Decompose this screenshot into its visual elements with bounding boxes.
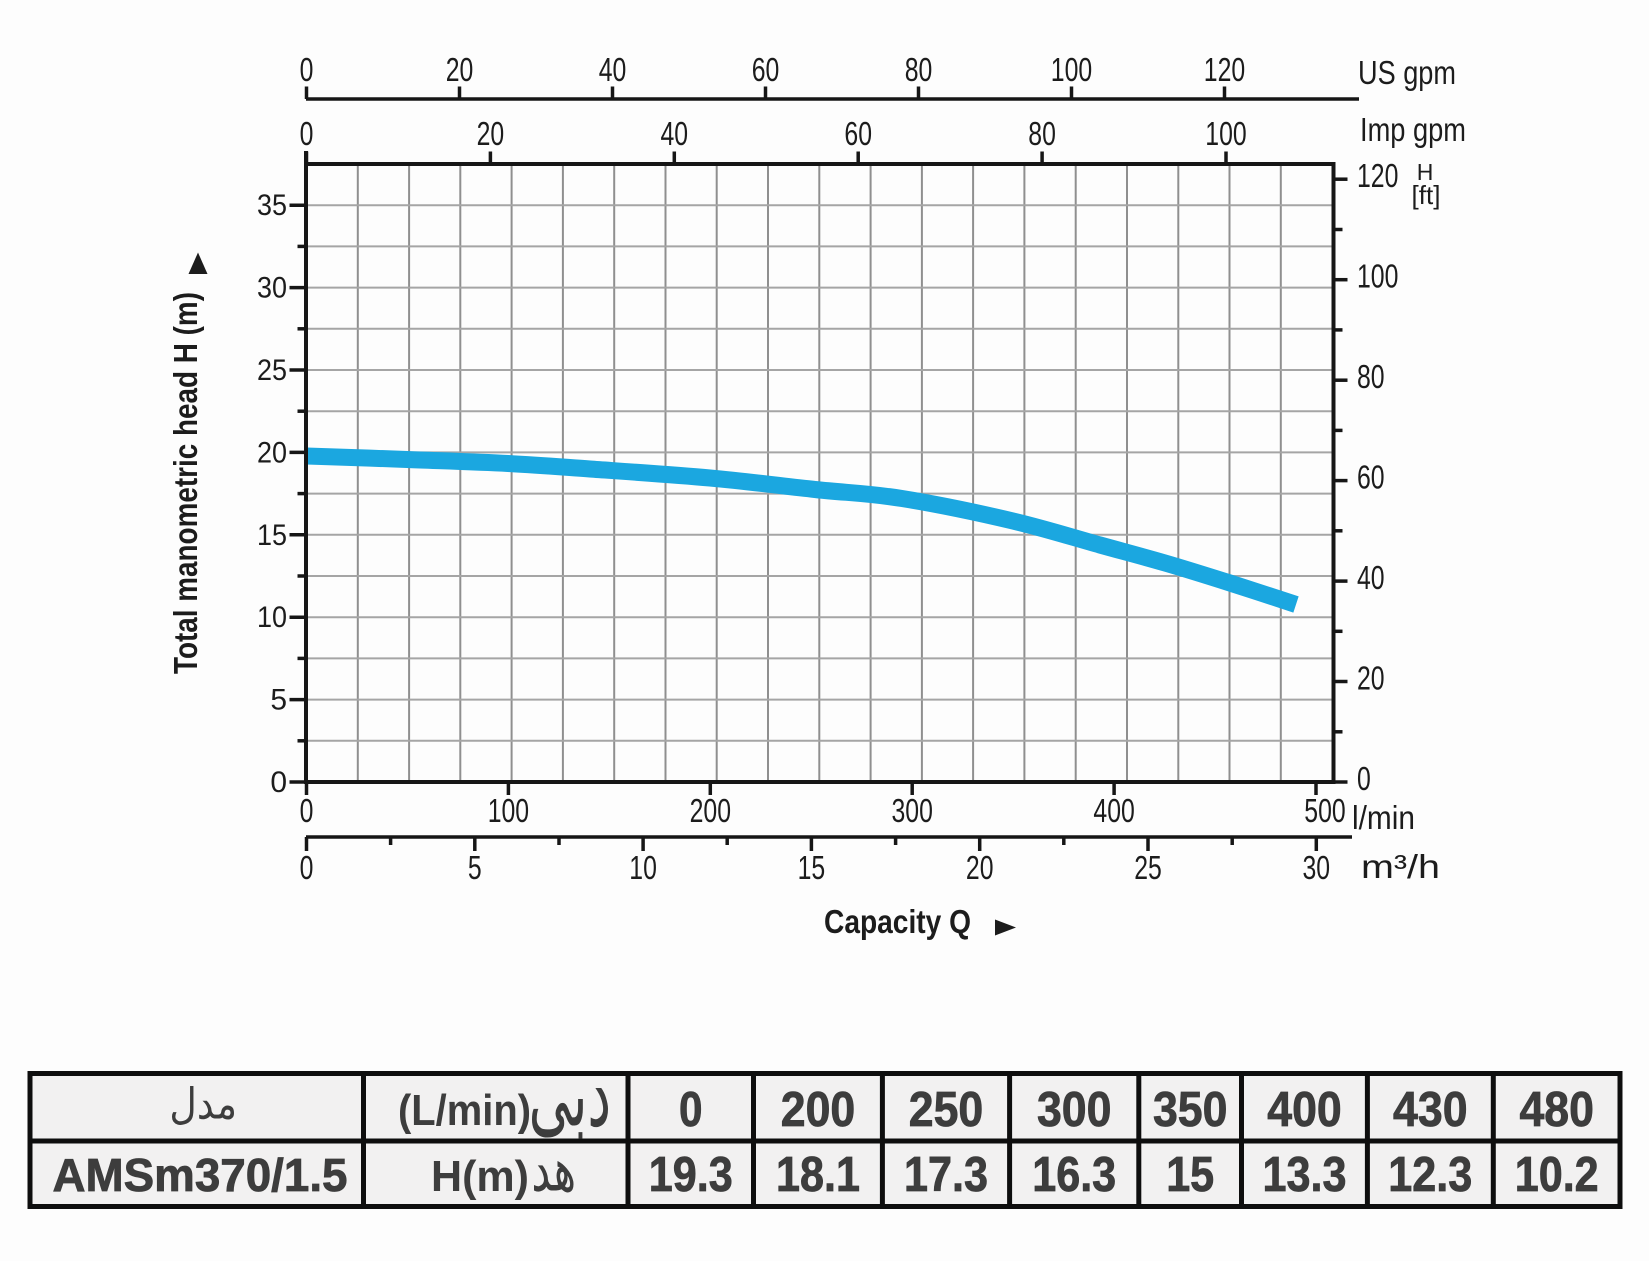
svg-text:30: 30 bbox=[257, 272, 287, 305]
svg-text:15: 15 bbox=[798, 849, 826, 886]
svg-text:Total manometric head H (m): Total manometric head H (m) bbox=[167, 292, 204, 674]
svg-text:10: 10 bbox=[257, 601, 287, 634]
svg-text:80: 80 bbox=[905, 51, 933, 88]
svg-text:100: 100 bbox=[1205, 115, 1246, 152]
svg-text:30: 30 bbox=[1303, 849, 1331, 886]
svg-text:400: 400 bbox=[1093, 792, 1134, 829]
svg-text:m³/h: m³/h bbox=[1361, 848, 1440, 885]
svg-text:350: 350 bbox=[1153, 1083, 1228, 1137]
svg-text:0: 0 bbox=[300, 51, 314, 88]
svg-text:18.1: 18.1 bbox=[776, 1148, 860, 1202]
svg-text:25: 25 bbox=[257, 354, 287, 387]
svg-text:10.2: 10.2 bbox=[1515, 1148, 1599, 1202]
svg-text:60: 60 bbox=[752, 51, 780, 88]
svg-text:15: 15 bbox=[257, 519, 287, 552]
svg-text:0: 0 bbox=[679, 1083, 703, 1137]
svg-text:25: 25 bbox=[1134, 849, 1162, 886]
svg-text:17.3: 17.3 bbox=[904, 1148, 988, 1202]
svg-text:80: 80 bbox=[1028, 115, 1056, 152]
svg-text:40: 40 bbox=[661, 115, 689, 152]
svg-text:16.3: 16.3 bbox=[1032, 1148, 1116, 1202]
svg-text:430: 430 bbox=[1393, 1083, 1468, 1137]
svg-text:40: 40 bbox=[599, 51, 627, 88]
svg-text:20: 20 bbox=[966, 849, 994, 886]
svg-text:Imp gpm: Imp gpm bbox=[1360, 111, 1466, 148]
svg-text:13.3: 13.3 bbox=[1263, 1148, 1347, 1202]
svg-text:250: 250 bbox=[909, 1083, 984, 1137]
svg-text:20: 20 bbox=[477, 115, 505, 152]
svg-text:0: 0 bbox=[300, 115, 314, 152]
svg-text:10: 10 bbox=[629, 849, 657, 886]
svg-text:H: H bbox=[1417, 159, 1434, 185]
svg-text:300: 300 bbox=[1037, 1083, 1112, 1137]
svg-text:US gpm: US gpm bbox=[1358, 54, 1456, 91]
svg-text:0: 0 bbox=[1357, 760, 1371, 797]
svg-text:400: 400 bbox=[1267, 1083, 1342, 1137]
svg-text:100: 100 bbox=[1051, 51, 1092, 88]
svg-text:500: 500 bbox=[1304, 792, 1345, 829]
svg-text:19.3: 19.3 bbox=[649, 1148, 733, 1202]
svg-text:0: 0 bbox=[300, 849, 314, 886]
svg-text:80: 80 bbox=[1357, 358, 1385, 395]
svg-text:20: 20 bbox=[257, 436, 287, 469]
svg-text:20: 20 bbox=[1357, 660, 1385, 697]
svg-text:120: 120 bbox=[1204, 51, 1245, 88]
svg-text:120: 120 bbox=[1357, 157, 1398, 194]
svg-text:[ft]: [ft] bbox=[1412, 180, 1441, 210]
svg-text:100: 100 bbox=[488, 792, 529, 829]
svg-text:20: 20 bbox=[446, 51, 474, 88]
svg-text:5: 5 bbox=[468, 849, 482, 886]
svg-text:15: 15 bbox=[1166, 1148, 1214, 1202]
svg-text:200: 200 bbox=[690, 792, 731, 829]
svg-text:(L/min): (L/min) bbox=[398, 1086, 531, 1135]
svg-text:12.3: 12.3 bbox=[1388, 1148, 1472, 1202]
svg-text:35: 35 bbox=[257, 189, 287, 222]
svg-text:Capacity Q: Capacity Q bbox=[824, 903, 971, 940]
svg-text:H(m): H(m) bbox=[431, 1152, 529, 1201]
svg-text:300: 300 bbox=[892, 792, 933, 829]
svg-text:200: 200 bbox=[781, 1083, 856, 1137]
svg-text:5: 5 bbox=[270, 684, 287, 717]
svg-text:0: 0 bbox=[270, 766, 287, 799]
svg-text:480: 480 bbox=[1519, 1083, 1594, 1137]
svg-text:l/min: l/min bbox=[1352, 799, 1415, 836]
svg-text:AMSm370/1.5: AMSm370/1.5 bbox=[53, 1149, 348, 1201]
svg-text:0: 0 bbox=[300, 792, 314, 829]
svg-text:100: 100 bbox=[1357, 258, 1398, 295]
svg-text:60: 60 bbox=[1357, 459, 1385, 496]
svg-text:40: 40 bbox=[1357, 559, 1385, 596]
svg-text:60: 60 bbox=[844, 115, 872, 152]
